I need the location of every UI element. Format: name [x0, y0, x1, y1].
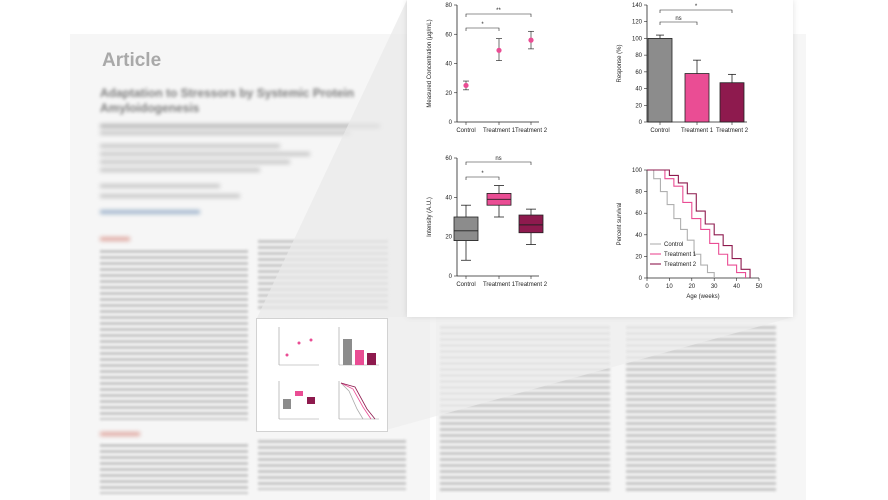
data-point-1	[496, 47, 502, 53]
significance-label-1-1: *	[695, 4, 698, 10]
data-point-2	[528, 37, 534, 43]
y-tick-label-1-3: 60	[635, 70, 642, 76]
thumbnail-svg	[278, 327, 379, 420]
article-title: Adaptation to Stressors by Systemic Prot…	[100, 86, 355, 115]
y-tick-label-3-1: 20	[635, 254, 642, 260]
y-axis-label-2: Intensity (A.U.)	[427, 197, 433, 237]
y-tick-label-1-1: 20	[635, 103, 642, 109]
significance-bracket-0-1	[465, 13, 532, 17]
x-tick-label-0-0: Control	[456, 128, 475, 134]
data-point-0	[463, 82, 469, 89]
y-tick-label-0-0: 0	[449, 120, 453, 126]
x-tick-label-1-1: Treatment 1	[681, 128, 714, 134]
significance-bracket-1-0	[659, 21, 698, 25]
x-tick-label-2-1: Treatment 1	[483, 282, 516, 288]
body-text-left	[100, 444, 248, 494]
caption-text	[258, 440, 406, 490]
y-tick-label-0-1: 20	[445, 91, 452, 97]
significance-bracket-2-0	[465, 176, 500, 180]
significance-bracket-0-0	[465, 27, 500, 31]
y-tick-label-2-3: 60	[445, 156, 452, 162]
y-tick-label-1-4: 80	[635, 53, 642, 59]
significance-label-1-0: ns	[675, 16, 681, 22]
y-tick-label-1-7: 140	[632, 3, 643, 9]
bar-1	[684, 73, 710, 123]
box-0	[453, 216, 479, 242]
significance-bracket-2-1	[465, 161, 532, 165]
x-tick-label-1-0: Control	[650, 128, 669, 134]
y-tick-label-3-2: 40	[635, 233, 642, 239]
legend-label-2: Treatment 2	[664, 262, 697, 268]
x-tick-label-1-2: Treatment 2	[716, 128, 749, 134]
y-tick-label-3-5: 100	[632, 168, 643, 174]
y-tick-label-1-0: 0	[639, 120, 643, 126]
y-tick-label-0-4: 80	[445, 3, 452, 9]
y-tick-label-1-2: 40	[635, 87, 642, 93]
legend-label-0: Control	[664, 242, 683, 248]
x-tick-label-3-0: 0	[645, 284, 649, 290]
x-tick-label-0-2: Treatment 2	[515, 128, 548, 134]
y-tick-label-2-2: 40	[445, 195, 452, 201]
x-tick-label-0-1: Treatment 1	[483, 128, 516, 134]
x-tick-label-2-2: Treatment 2	[515, 282, 548, 288]
x-tick-label-3-3: 30	[711, 284, 718, 290]
significance-label-2-1: ns	[495, 156, 501, 162]
legend-label-1: Treatment 1	[664, 252, 697, 258]
survival-line-0	[647, 169, 715, 278]
y-tick-label-3-0: 0	[639, 276, 643, 282]
y-axis-label-3: Percent survival	[617, 203, 623, 246]
figure-thumbnail	[256, 318, 388, 432]
bar-2	[719, 82, 745, 123]
x-tick-label-2-0: Control	[456, 282, 475, 288]
y-axis-label-1: Response (%)	[617, 44, 623, 82]
x-tick-label-3-5: 50	[756, 284, 763, 290]
y-tick-label-3-3: 60	[635, 211, 642, 217]
y-tick-label-1-5: 100	[632, 36, 643, 42]
abstract-text	[100, 250, 248, 420]
y-axis-label-0: Measured Concentration (µg/mL)	[427, 19, 433, 107]
figure-zoom-panel: 0 20 40 60 80 Measured Concentration (µg/mL) C…	[407, 0, 793, 317]
significance-label-0-1: **	[496, 8, 501, 14]
x-tick-label-3-1: 10	[666, 284, 673, 290]
box-2	[518, 214, 544, 234]
x-tick-label-3-4: 40	[733, 284, 740, 290]
y-tick-label-2-0: 0	[449, 274, 453, 280]
x-axis-label-3: Age (weeks)	[686, 294, 719, 300]
y-tick-label-0-3: 60	[445, 32, 452, 38]
survival-line-2	[647, 169, 751, 278]
significance-label-0-0: *	[481, 22, 484, 28]
significance-bracket-1-1	[659, 9, 733, 13]
survival-line-1	[647, 169, 747, 278]
y-tick-label-2-1: 20	[445, 235, 452, 241]
y-tick-label-3-4: 80	[635, 190, 642, 196]
y-tick-label-1-6: 120	[632, 20, 643, 26]
y-tick-label-0-2: 40	[445, 62, 452, 68]
significance-label-2-0: *	[481, 171, 484, 177]
article-heading: Article	[102, 50, 162, 71]
x-tick-label-3-2: 20	[688, 284, 695, 290]
figure-charts: 0 20 40 60 80 Measured Concentration (µg/mL) C…	[427, 3, 763, 300]
bar-0	[647, 38, 673, 123]
